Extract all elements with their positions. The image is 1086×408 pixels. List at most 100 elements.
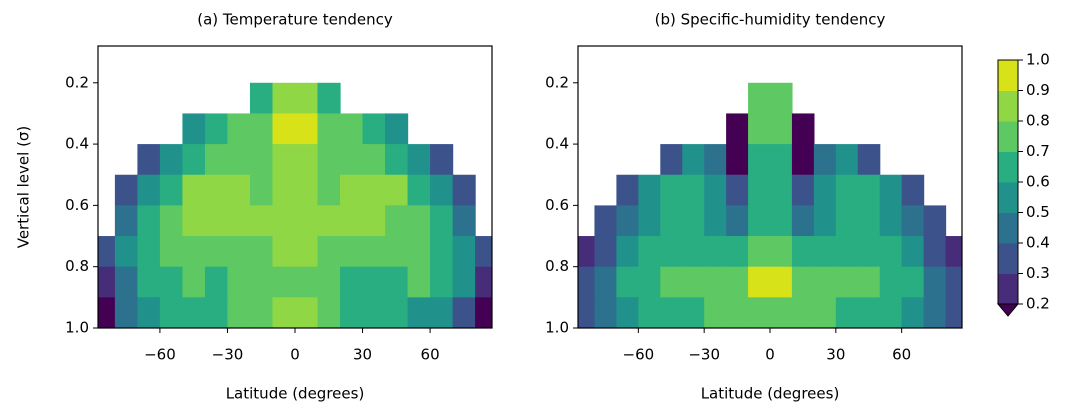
contour-cell <box>857 236 881 268</box>
contour-cell <box>385 266 409 298</box>
contour-cell <box>272 236 296 268</box>
contour-cell <box>317 144 341 176</box>
contour-cell <box>430 205 454 237</box>
y-tick-label: 0.4 <box>65 135 89 153</box>
contour-cell <box>770 144 793 176</box>
contour-cell <box>159 297 184 328</box>
contour-cell <box>227 174 251 206</box>
contour-cell <box>362 266 386 298</box>
contour-cell <box>835 266 859 298</box>
contour-cell <box>249 205 274 237</box>
contour-cell <box>770 236 793 268</box>
colorbar-tick-label: 0.2 <box>1026 295 1050 313</box>
contour-cell <box>660 144 683 176</box>
contour-cell <box>682 205 705 237</box>
contour-cell <box>594 266 617 298</box>
contour-cell <box>726 113 749 145</box>
contour-cell <box>682 266 705 298</box>
contour-cell <box>452 297 476 328</box>
contour-cell <box>813 236 837 268</box>
contour-cell <box>249 144 274 176</box>
contour-cell <box>791 144 815 176</box>
contour-cell <box>857 144 881 176</box>
contour-cell <box>770 113 793 145</box>
contour-cell <box>317 205 341 237</box>
contour-cell <box>114 174 138 206</box>
contour-cell <box>638 236 661 268</box>
contour-cell <box>204 144 229 176</box>
contour-cell <box>295 297 319 328</box>
contour-cell <box>835 297 859 328</box>
contour-cell <box>227 144 251 176</box>
contour-cell <box>137 205 161 237</box>
contour-cell <box>227 297 251 328</box>
contour-cell <box>901 205 925 237</box>
colorbar-swatch <box>998 273 1018 305</box>
contour-cell <box>272 144 296 176</box>
contour-cell <box>813 266 837 298</box>
contour-cell <box>137 174 161 206</box>
contour-cell <box>204 266 229 298</box>
contour-cell <box>249 174 274 206</box>
contour-cell <box>879 236 903 268</box>
contour-cell <box>430 236 454 268</box>
contour-cell <box>791 205 815 237</box>
contour-cell <box>340 297 364 328</box>
contour-cell <box>726 174 749 206</box>
colorbar-tick-label: 0.9 <box>1026 81 1050 99</box>
contour-cell <box>249 82 274 115</box>
contour-cell <box>813 205 837 237</box>
contour-cell <box>159 266 184 298</box>
contour-cell <box>748 82 771 115</box>
contour-cell <box>945 266 962 298</box>
contour-cell <box>182 236 206 268</box>
contour-cell <box>249 113 274 145</box>
contour-cell <box>813 174 837 206</box>
contour-cell <box>362 236 386 268</box>
contour-cell <box>98 297 116 328</box>
contour-cell <box>704 236 727 268</box>
contour-cell <box>770 297 793 328</box>
contour-cell <box>578 297 596 328</box>
contour-cell <box>770 174 793 206</box>
contour-cell <box>813 144 837 176</box>
contour-cell <box>340 205 364 237</box>
contour-cell <box>295 266 319 298</box>
contour-cell <box>137 144 161 176</box>
contour-cell <box>295 236 319 268</box>
contour-cell <box>272 266 296 298</box>
contour-cell <box>114 297 138 328</box>
contour-cell <box>748 266 771 298</box>
contour-cell <box>182 205 206 237</box>
contour-cell <box>835 205 859 237</box>
contour-cell <box>385 113 409 145</box>
contour-cell <box>159 205 184 237</box>
x-tick-label: −30 <box>212 346 244 364</box>
contour-cell <box>295 205 319 237</box>
contour-cell <box>204 297 229 328</box>
contour-cell <box>317 174 341 206</box>
x-tick-label: 60 <box>421 346 440 364</box>
contour-cell <box>295 144 319 176</box>
contour-cell <box>182 266 206 298</box>
plot-area <box>578 82 962 328</box>
contour-cell <box>616 205 639 237</box>
contour-cell <box>879 205 903 237</box>
colorbar-swatch <box>998 243 1018 274</box>
y-tick-label: 0.6 <box>65 196 89 214</box>
contour-cell <box>638 266 661 298</box>
contour-cell <box>791 174 815 206</box>
contour-cell <box>227 113 251 145</box>
colorbar-swatch <box>998 212 1018 244</box>
contour-cell <box>272 82 296 115</box>
contour-cell <box>791 266 815 298</box>
contour-cell <box>227 236 251 268</box>
contour-cell <box>362 174 386 206</box>
contour-cell <box>385 236 409 268</box>
contour-cell <box>295 82 319 115</box>
contour-cell <box>857 174 881 206</box>
x-tick-label: 30 <box>353 346 372 364</box>
contour-cell <box>204 205 229 237</box>
contour-cell <box>791 236 815 268</box>
